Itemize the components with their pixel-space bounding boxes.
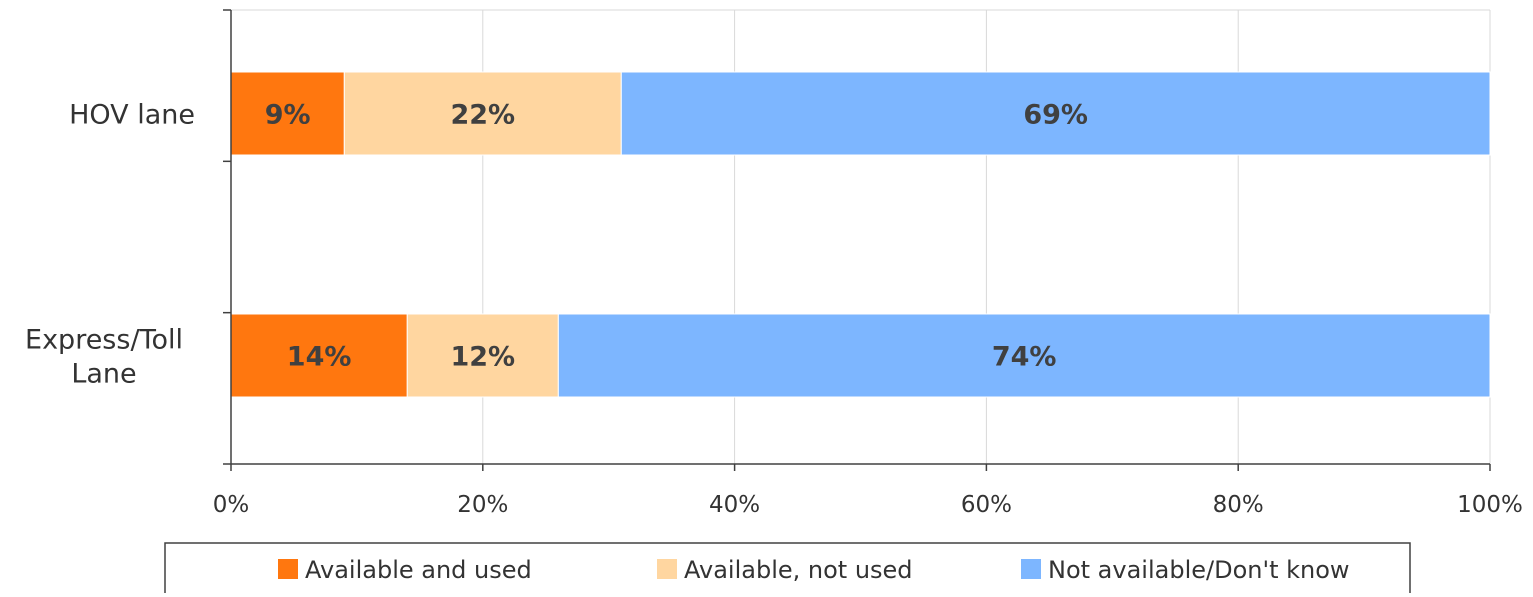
x-tick-label-40: 40% [709, 492, 760, 518]
legend: Available and used Available, not used Not… [164, 542, 1411, 596]
bars [230, 71, 1491, 398]
bar-express-toll-lane-available-not-used [406, 313, 559, 398]
data-label-express-toll-lane-not-available-don-t-know: 74% [992, 342, 1057, 373]
category-label-express-toll-lane-line2: Lane [71, 359, 136, 390]
legend-label-available-and-used: Available and used [305, 556, 532, 584]
x-tick-label-100: 100% [1457, 492, 1523, 518]
category-label-express-toll-lane-line1: Express/Toll [25, 325, 183, 356]
legend-box [164, 542, 1411, 596]
data-label-hov-lane-available-not-used: 22% [450, 100, 515, 131]
data-label-hov-lane-available-and-used: 9% [265, 100, 311, 131]
x-tick-label-60: 60% [961, 492, 1012, 518]
x-tick-label-20: 20% [457, 492, 508, 518]
axes [223, 9, 1491, 471]
legend-label-not-available-don-t-know: Not available/Don't know [1048, 556, 1350, 584]
bar-hov-lane-not-available-don-t-know [620, 71, 1491, 156]
bar-hov-lane-available-and-used [230, 71, 345, 156]
legend-swatch-available-not-used [657, 559, 677, 579]
data-label-express-toll-lane-available-and-used: 14% [287, 342, 352, 373]
x-tick-label-80: 80% [1213, 492, 1264, 518]
x-tick-label-0: 0% [213, 492, 250, 518]
bar-express-toll-lane-available-and-used [230, 313, 408, 398]
legend-label-available-not-used: Available, not used [684, 556, 913, 584]
legend-swatch-not-available-don-t-know [1021, 559, 1041, 579]
legend-swatch-available-and-used [278, 559, 298, 579]
category-label-hov-lane: HOV lane [69, 100, 195, 131]
labels: 9% 22% 69% HOV lane 14% 12% 74% Express/TollLan… [25, 100, 1523, 519]
data-label-hov-lane-not-available-don-t-know: 69% [1023, 100, 1088, 131]
bar-express-toll-lane-not-available-don-t-know [557, 313, 1491, 398]
data-label-express-toll-lane-available-not-used: 12% [450, 342, 515, 373]
